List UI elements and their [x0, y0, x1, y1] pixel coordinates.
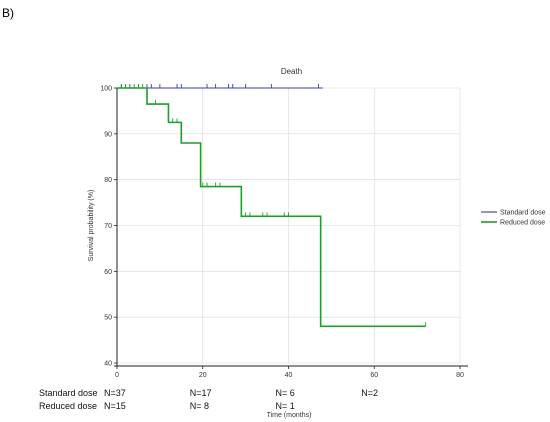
- legend-label: Reduced dose: [500, 220, 545, 227]
- risk-row-label: Reduced dose: [39, 401, 97, 411]
- y-tick-label: 50: [104, 315, 112, 322]
- x-tick-label: 60: [370, 372, 378, 379]
- x-tick-label: 40: [285, 372, 293, 379]
- series-1: [117, 84, 427, 328]
- y-tick-label: 100: [100, 86, 112, 93]
- legend: Standard dose Reduced dose: [481, 210, 546, 227]
- chart-title: Death: [281, 67, 302, 76]
- risk-count: N= 6: [276, 388, 295, 398]
- axes: 40 50 60 70 80 90 100 0 20 40 60 80: [100, 86, 468, 379]
- risk-count: N= 8: [190, 401, 209, 411]
- y-tick-label: 70: [104, 223, 112, 230]
- y-tick-label: 90: [104, 131, 112, 138]
- labels-layer: Death Survival probability (%) Time (month…: [88, 67, 311, 419]
- y-axis-title: Survival probability (%): [88, 190, 95, 262]
- panel-label: B): [2, 6, 14, 20]
- risk-count: N= 1: [276, 401, 295, 411]
- x-axis-title: Time (months): [267, 412, 312, 419]
- y-tick-label: 40: [104, 361, 112, 368]
- risk-count: N=15: [104, 401, 126, 411]
- risk-count: N=37: [104, 388, 126, 398]
- series-layer: [117, 84, 427, 328]
- risk-row-label: Standard dose: [39, 388, 98, 398]
- risk-count: N=2: [361, 388, 378, 398]
- x-tick-label: 20: [199, 372, 207, 379]
- survival-curve: [117, 87, 426, 328]
- y-tick-label: 80: [104, 177, 112, 184]
- x-tick-label: 0: [115, 372, 119, 379]
- grid: [116, 87, 461, 364]
- y-tick-label: 60: [104, 269, 112, 276]
- legend-label: Standard dose: [500, 210, 546, 217]
- risk-table: Standard dose N=37 N=17 N= 6 N=2 Reduced dose…: [39, 388, 378, 411]
- risk-count: N=17: [190, 388, 212, 398]
- series-0: [117, 84, 323, 89]
- x-tick-label: 80: [456, 372, 464, 379]
